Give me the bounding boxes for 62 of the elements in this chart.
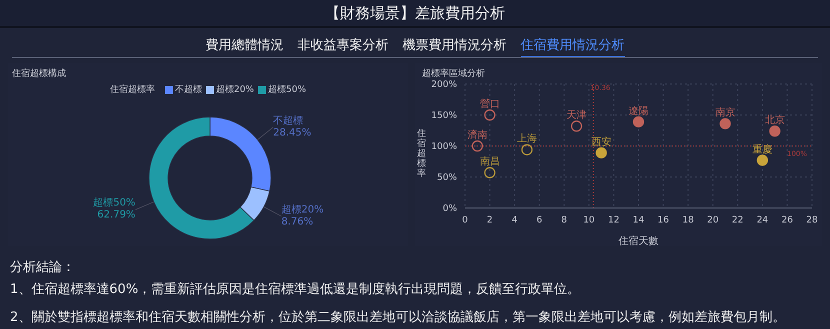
y-tick-label: 150% — [431, 111, 458, 122]
x-tick-label: 16 — [658, 215, 670, 226]
data-label: 62.79% — [97, 210, 136, 221]
y-tick-label: 0% — [442, 204, 458, 214]
legend-label: 超標20% — [214, 84, 254, 96]
annotation: 濟南 — [467, 129, 488, 141]
text: 分析結論： — [10, 259, 76, 277]
legend-title: 住宿超標率 — [110, 84, 155, 96]
x-tick-label: 2 — [486, 215, 493, 226]
data-label: 8.76% — [281, 216, 314, 228]
x-tick-label: 14 — [632, 215, 644, 226]
point — [769, 126, 780, 137]
x-tick-label: 22 — [732, 215, 744, 226]
chart-title: 住宿超標構成 — [12, 68, 66, 80]
slice-label: 超標20% — [281, 203, 324, 216]
x-tick-label: 18 — [682, 215, 694, 226]
x-tick-label: 0 — [462, 215, 468, 226]
point — [472, 140, 483, 152]
legend-label: 不超標 — [174, 84, 202, 96]
text: 非收益專案分析 — [298, 38, 388, 55]
x-tick-label: 24 — [756, 215, 768, 226]
y-tick-label: 50% — [436, 173, 458, 184]
chart-title: 超標率區域分析 — [422, 68, 485, 80]
point — [521, 144, 533, 156]
y-axis-title: 住宿超標率 — [417, 129, 427, 179]
annotation: 西安 — [591, 136, 612, 148]
point — [720, 118, 731, 130]
x-tick-label: 12 — [608, 215, 620, 226]
x-tick-label: 26 — [781, 215, 794, 226]
y-tick-label: 100% — [431, 142, 458, 152]
text: 【財務場景】差旅費用分析 — [0, 0, 830, 28]
point — [484, 167, 496, 178]
legend-label: 超標50% — [267, 84, 306, 96]
annotation: 重慶 — [752, 143, 772, 156]
point — [484, 109, 496, 121]
text: 住宿費用情況分析 — [520, 38, 624, 58]
text: 機票費用情況分析 — [402, 38, 506, 55]
point — [632, 116, 644, 128]
point — [756, 154, 768, 166]
annotation: 遼陽 — [628, 106, 648, 117]
text: 2、關於雙指標超標率和住宿天數相關性分析，位於第二象限出差地可以洽談協議飯店，第一象限出差地可以考慮，例如差旅費包月制。 — [10, 309, 786, 327]
data-label: 28.45% — [273, 127, 312, 138]
x-tick-label: 4 — [512, 215, 518, 226]
x-tick-label: 28 — [806, 215, 818, 226]
point — [570, 120, 582, 132]
x-tick-label: 6 — [536, 215, 542, 226]
slice-label: 超標50% — [93, 196, 136, 209]
annotation: 南昌 — [480, 156, 500, 168]
annotation: 北京 — [764, 114, 785, 126]
annotation: 營口 — [480, 98, 500, 110]
y-tick-label: 200% — [431, 80, 458, 90]
annotation: 南京 — [715, 106, 736, 119]
x-tick-label: 8 — [561, 215, 568, 226]
text: 1、住宿超標率達60%，需重新評估原因是住宿標準過低還是制度執行出現問題，反饋至行政單位。 — [10, 281, 582, 299]
annotation: 上海 — [516, 132, 537, 145]
x-axis-title: 住宿天數 — [618, 235, 658, 247]
annotation: 天津 — [566, 109, 587, 122]
text: 費用總體情況 — [206, 38, 284, 55]
x-tick-label: 20 — [707, 215, 719, 226]
point — [596, 147, 607, 158]
x-tick-label: 10 — [583, 215, 595, 226]
slice-label: 不超標 — [273, 114, 304, 126]
